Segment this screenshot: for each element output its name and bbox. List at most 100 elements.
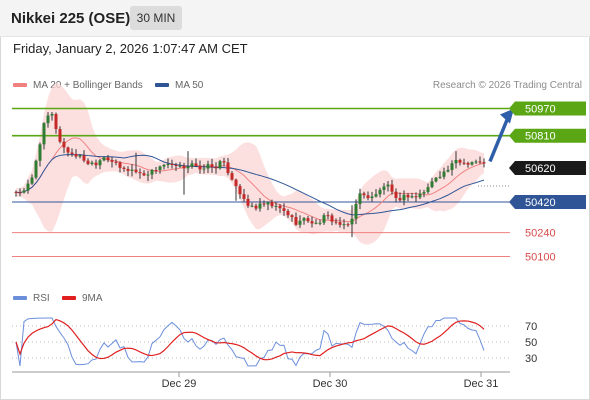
candle [282, 203, 286, 216]
x-tick-label: Dec 30 [313, 378, 348, 390]
candle-body [182, 165, 186, 169]
candle-body [46, 115, 50, 124]
candle [102, 156, 106, 162]
candle-body [134, 169, 138, 173]
candle [270, 199, 274, 209]
candle-body [38, 144, 42, 161]
candle-body [350, 218, 354, 225]
candle [222, 157, 226, 167]
rsi-swatch [13, 296, 27, 301]
candle [294, 212, 298, 226]
candle-body [122, 167, 126, 169]
candle-body [34, 160, 38, 178]
candle-body [470, 162, 474, 165]
rsi-panel: 70 50 30 [12, 317, 537, 367]
x-tick-label: Dec 31 [464, 378, 499, 390]
candle [454, 151, 458, 169]
level-label-50100: 50100 [525, 251, 556, 263]
candle-body [282, 208, 286, 211]
candle-body [250, 205, 254, 207]
timeframe-button[interactable]: 30 MIN [130, 6, 182, 30]
candle-body [230, 173, 234, 180]
candle-body [14, 191, 18, 193]
candle [482, 158, 486, 168]
candle-body [466, 162, 470, 165]
candle [342, 219, 346, 230]
candle-body [278, 205, 282, 209]
rsi-tick-label: 70 [525, 321, 537, 333]
candle-body [126, 168, 130, 171]
ma50-swatch [155, 83, 169, 88]
candle [246, 194, 250, 208]
candle [418, 189, 422, 200]
candle [138, 168, 142, 179]
candle [338, 217, 342, 228]
candle [350, 205, 354, 238]
candle [434, 176, 438, 183]
candle [390, 179, 394, 195]
candle [206, 160, 210, 173]
candle [278, 203, 282, 213]
candle-body [258, 203, 262, 209]
candle-body [234, 179, 238, 187]
level-label-50620: 50620 [509, 161, 586, 176]
candle [90, 160, 94, 166]
candle-body [42, 123, 46, 145]
candle [430, 177, 434, 189]
candle [110, 156, 114, 168]
candle-body [202, 168, 206, 170]
candle-body [382, 186, 386, 190]
candle-body [222, 161, 226, 163]
candle-body [226, 162, 230, 174]
candlesticks [14, 112, 486, 238]
candle [114, 159, 118, 166]
candle-body [290, 215, 294, 218]
rsi-ma-swatch [62, 296, 76, 301]
candle-body [62, 141, 66, 148]
candle-body [354, 203, 358, 219]
candle-body [478, 161, 482, 163]
candle [70, 148, 74, 157]
candle [142, 170, 146, 177]
candle-body [422, 192, 426, 194]
candle [82, 150, 86, 163]
candle-body [170, 163, 174, 165]
level-text: 50100 [525, 251, 556, 263]
candle [54, 112, 58, 134]
x-axis: Dec 29 Dec 30 Dec 31 [12, 371, 510, 390]
candle-body [90, 162, 94, 164]
candle [374, 189, 378, 198]
level-label-50240: 50240 [525, 228, 556, 240]
candle-body [398, 198, 402, 201]
candle-body [150, 169, 154, 175]
candle [322, 213, 326, 225]
candle-body [110, 160, 114, 162]
candle [478, 156, 482, 165]
candle [362, 191, 366, 199]
candle-body [438, 176, 442, 178]
candle-body [246, 198, 250, 206]
candle [154, 167, 158, 174]
candle-body [214, 167, 218, 169]
candle-body [306, 218, 310, 222]
candle [394, 188, 398, 203]
rsi-ma-line [15, 318, 485, 361]
candle-body [450, 163, 454, 170]
candle [182, 162, 186, 195]
legend-ma20: MA 20 + Bollinger Bands [13, 80, 143, 91]
candle-body [98, 160, 102, 166]
level-tag [509, 128, 586, 143]
candle-body [194, 163, 198, 166]
candle-body [166, 163, 170, 165]
candle-body [18, 192, 22, 194]
candle-body [262, 203, 266, 205]
candle-body [102, 157, 106, 161]
candle-body [442, 171, 446, 177]
candle [226, 158, 230, 176]
candle-body [242, 194, 246, 199]
candle [414, 192, 418, 202]
ma20-legend-label: MA 20 + Bollinger Bands [33, 80, 143, 91]
level-text: 50970 [525, 104, 556, 116]
candle-body [410, 196, 414, 198]
